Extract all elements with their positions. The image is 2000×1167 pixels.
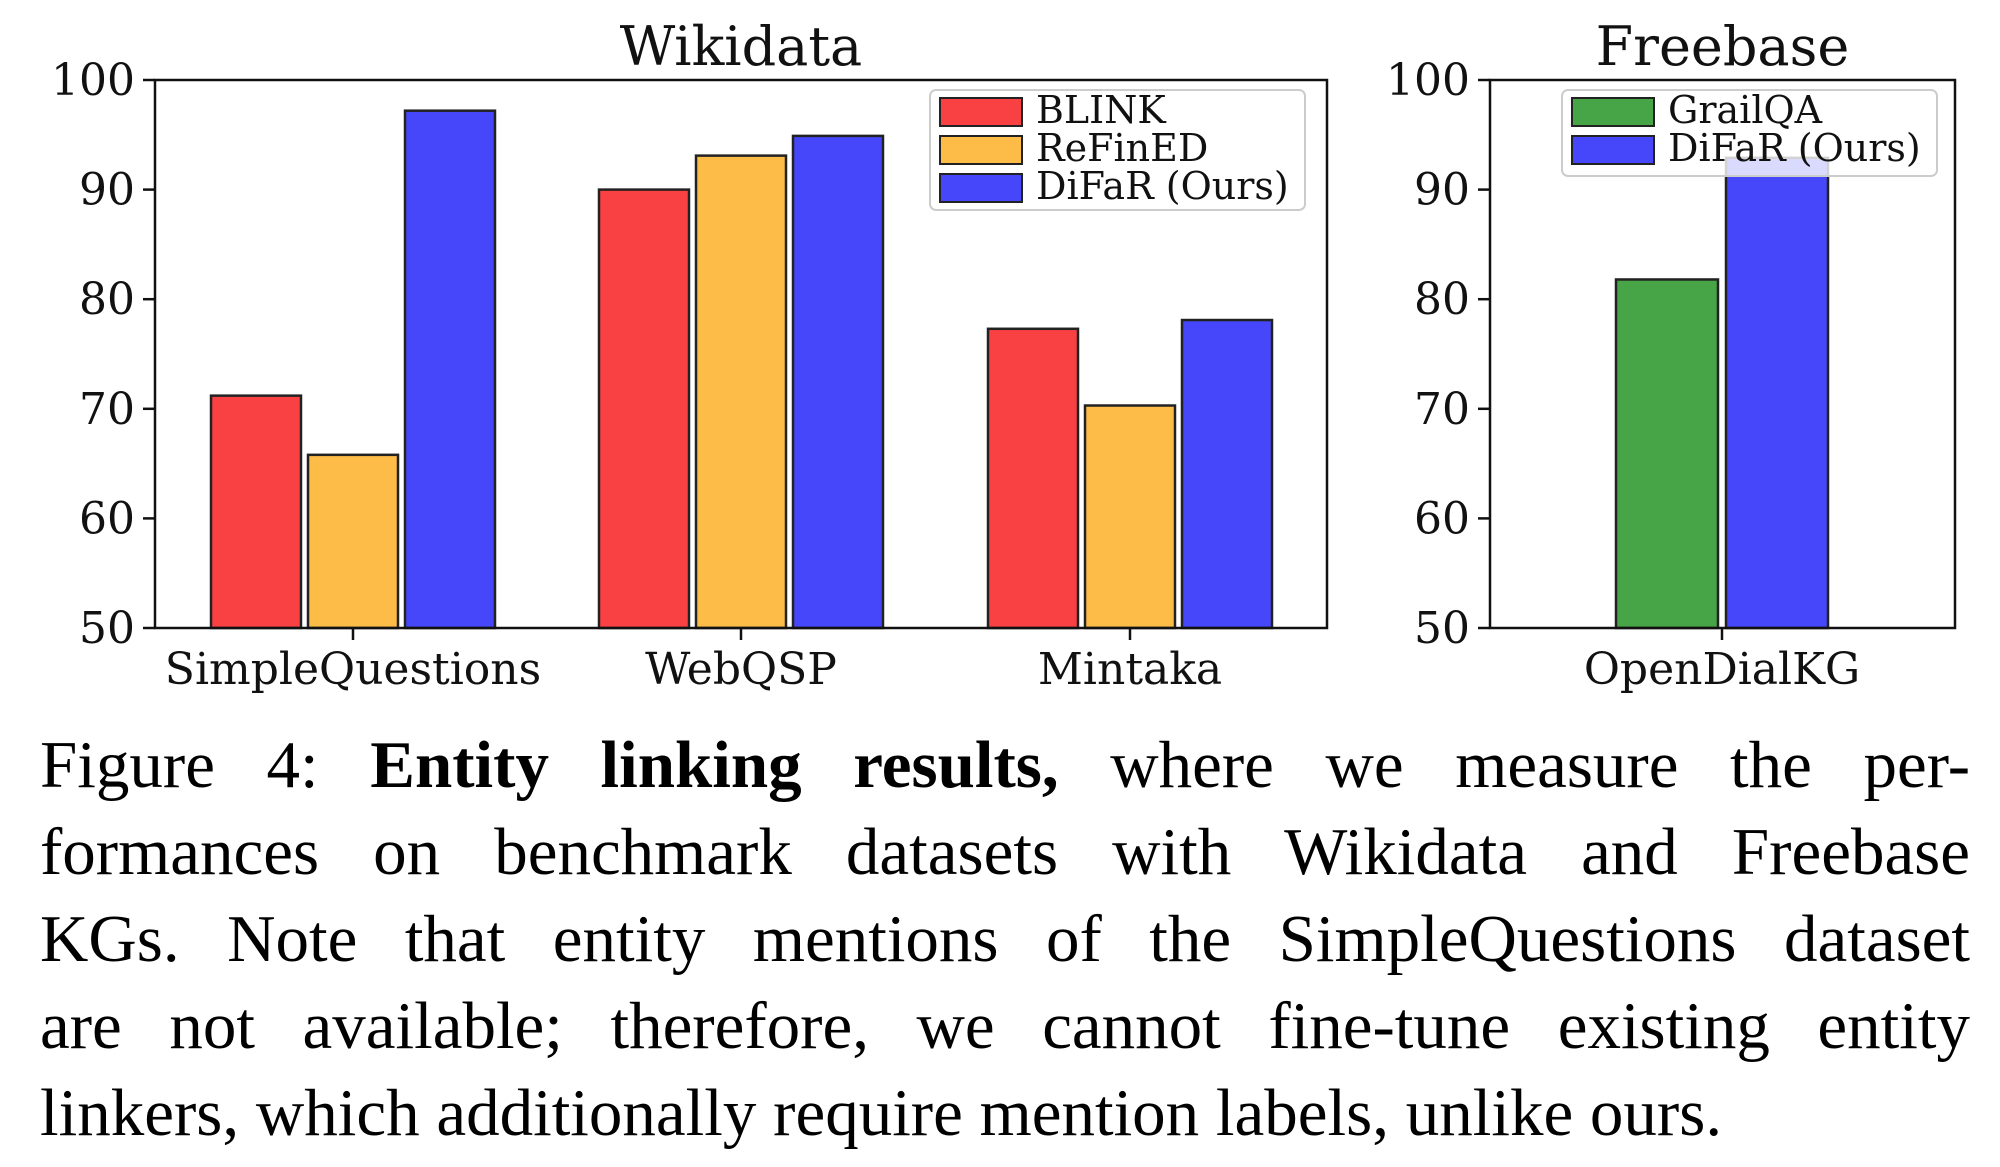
chart-1-ytick-label: 70 [1414, 384, 1470, 435]
chart-0-bar [306, 453, 400, 630]
chart-0-legend-swatch [939, 173, 1023, 203]
chart-0-ytick-label: 100 [51, 55, 135, 106]
chart-1-legend-swatch [1571, 135, 1655, 165]
chart-0-ytick-label: 80 [79, 274, 135, 325]
figure-caption: Figure 4: Entity linking results, where … [40, 722, 1970, 1157]
chart-0-bar [597, 188, 691, 630]
chart-0-bar [986, 327, 1080, 630]
caption-line1-rest: where we measure the per- [1110, 728, 1971, 802]
chart-1-ytick-label: 100 [1386, 55, 1470, 106]
chart-0-xtick-label: SimpleQuestions [165, 644, 541, 695]
caption-line-4: are not available; therefore, we cannot … [40, 989, 1970, 1063]
chart-0-legend-label: DiFaR (Ours) [1036, 164, 1289, 208]
chart-1-title: Freebase [1596, 15, 1850, 78]
chart-1-legend-label: GrailQA [1668, 88, 1823, 132]
caption-line-2: formances on benchmark datasets with Wik… [40, 815, 1970, 889]
chart-0-legend-box [929, 89, 1306, 211]
chart-0-title: Wikidata [620, 15, 862, 78]
chart-0-ytick-label: 70 [79, 384, 135, 435]
chart-0-bar [403, 109, 497, 630]
chart-0-legend-label: ReFinED [1036, 126, 1208, 170]
chart-0-ytick-label: 50 [79, 603, 135, 654]
caption-line-3: KGs. Note that entity mentions of the Si… [40, 902, 1970, 976]
chart-1-ytick-label: 50 [1414, 603, 1470, 654]
chart-0-xtick-label: WebQSP [645, 644, 837, 695]
caption-label: Figure 4: [40, 728, 319, 802]
caption-bold: Entity linking results, [370, 728, 1059, 802]
caption-line-1: Figure 4: Entity linking results, where … [40, 722, 1970, 809]
chart-0-legend-swatch [939, 135, 1023, 165]
caption-line-5: linkers, which additionally require ment… [40, 1076, 1723, 1150]
chart-0-legend-swatch [939, 97, 1023, 127]
chart-1-bar [1614, 278, 1720, 630]
chart-1-ytick-label: 90 [1414, 165, 1470, 216]
chart-0-legend-label: BLINK [1036, 88, 1166, 132]
chart-0-xtick-label: Mintaka [1038, 644, 1222, 695]
chart-0-bar [791, 134, 885, 630]
chart-0-bar [694, 154, 788, 630]
chart-1-legend-swatch [1571, 97, 1655, 127]
chart-0-ytick-label: 90 [79, 165, 135, 216]
chart-0-bar [209, 394, 303, 630]
chart-0-bar [1083, 404, 1177, 630]
chart-1-legend-box [1561, 89, 1938, 177]
figure: Wikidata 50 60 70 80 90 100 SimpleQuestions WebQ… [51, 15, 1957, 695]
chart-1-xtick-label: OpenDialKG [1584, 644, 1860, 695]
chart-0-axes-frame [153, 78, 1329, 630]
chart-0-bar [1180, 318, 1274, 630]
chart-1-legend-label: DiFaR (Ours) [1668, 126, 1921, 170]
chart-1-ytick-label: 60 [1414, 493, 1470, 544]
chart-1-axes-frame [1488, 78, 1957, 630]
chart-1-ytick-label: 80 [1414, 274, 1470, 325]
chart-1-bar [1724, 156, 1830, 630]
chart-0-ytick-label: 60 [79, 493, 135, 544]
